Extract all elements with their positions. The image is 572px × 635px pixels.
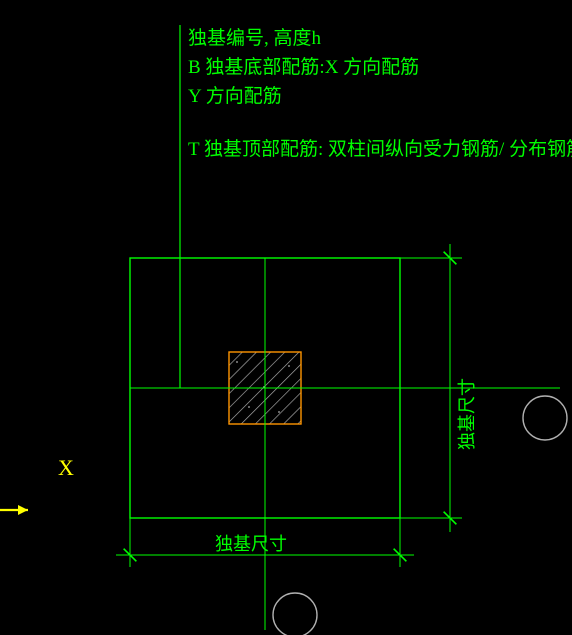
hatch-dot [236,361,238,363]
dim-label-bottom: 独基尺寸 [215,534,287,554]
hatch-dot [278,411,280,413]
dim-label-right: 独基尺寸 [457,378,477,450]
annotation-line-1: B 独基底部配筋:X 方向配筋 [188,56,419,78]
annotation-line-2: Y 方向配筋 [188,85,282,107]
ucs-x-label: X [58,455,74,480]
hatch-dot [288,365,290,367]
annotation-line-3: T 独基顶部配筋: 双柱间纵向受力钢筋/ 分布钢筋 [188,138,572,160]
annotation-line-0: 独基编号, 高度h [188,27,322,49]
hatch-dot [248,406,250,408]
